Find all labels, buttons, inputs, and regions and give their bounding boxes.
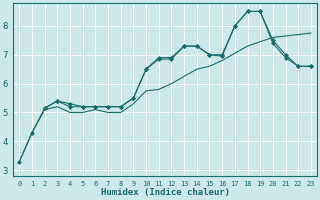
X-axis label: Humidex (Indice chaleur): Humidex (Indice chaleur): [100, 188, 230, 197]
